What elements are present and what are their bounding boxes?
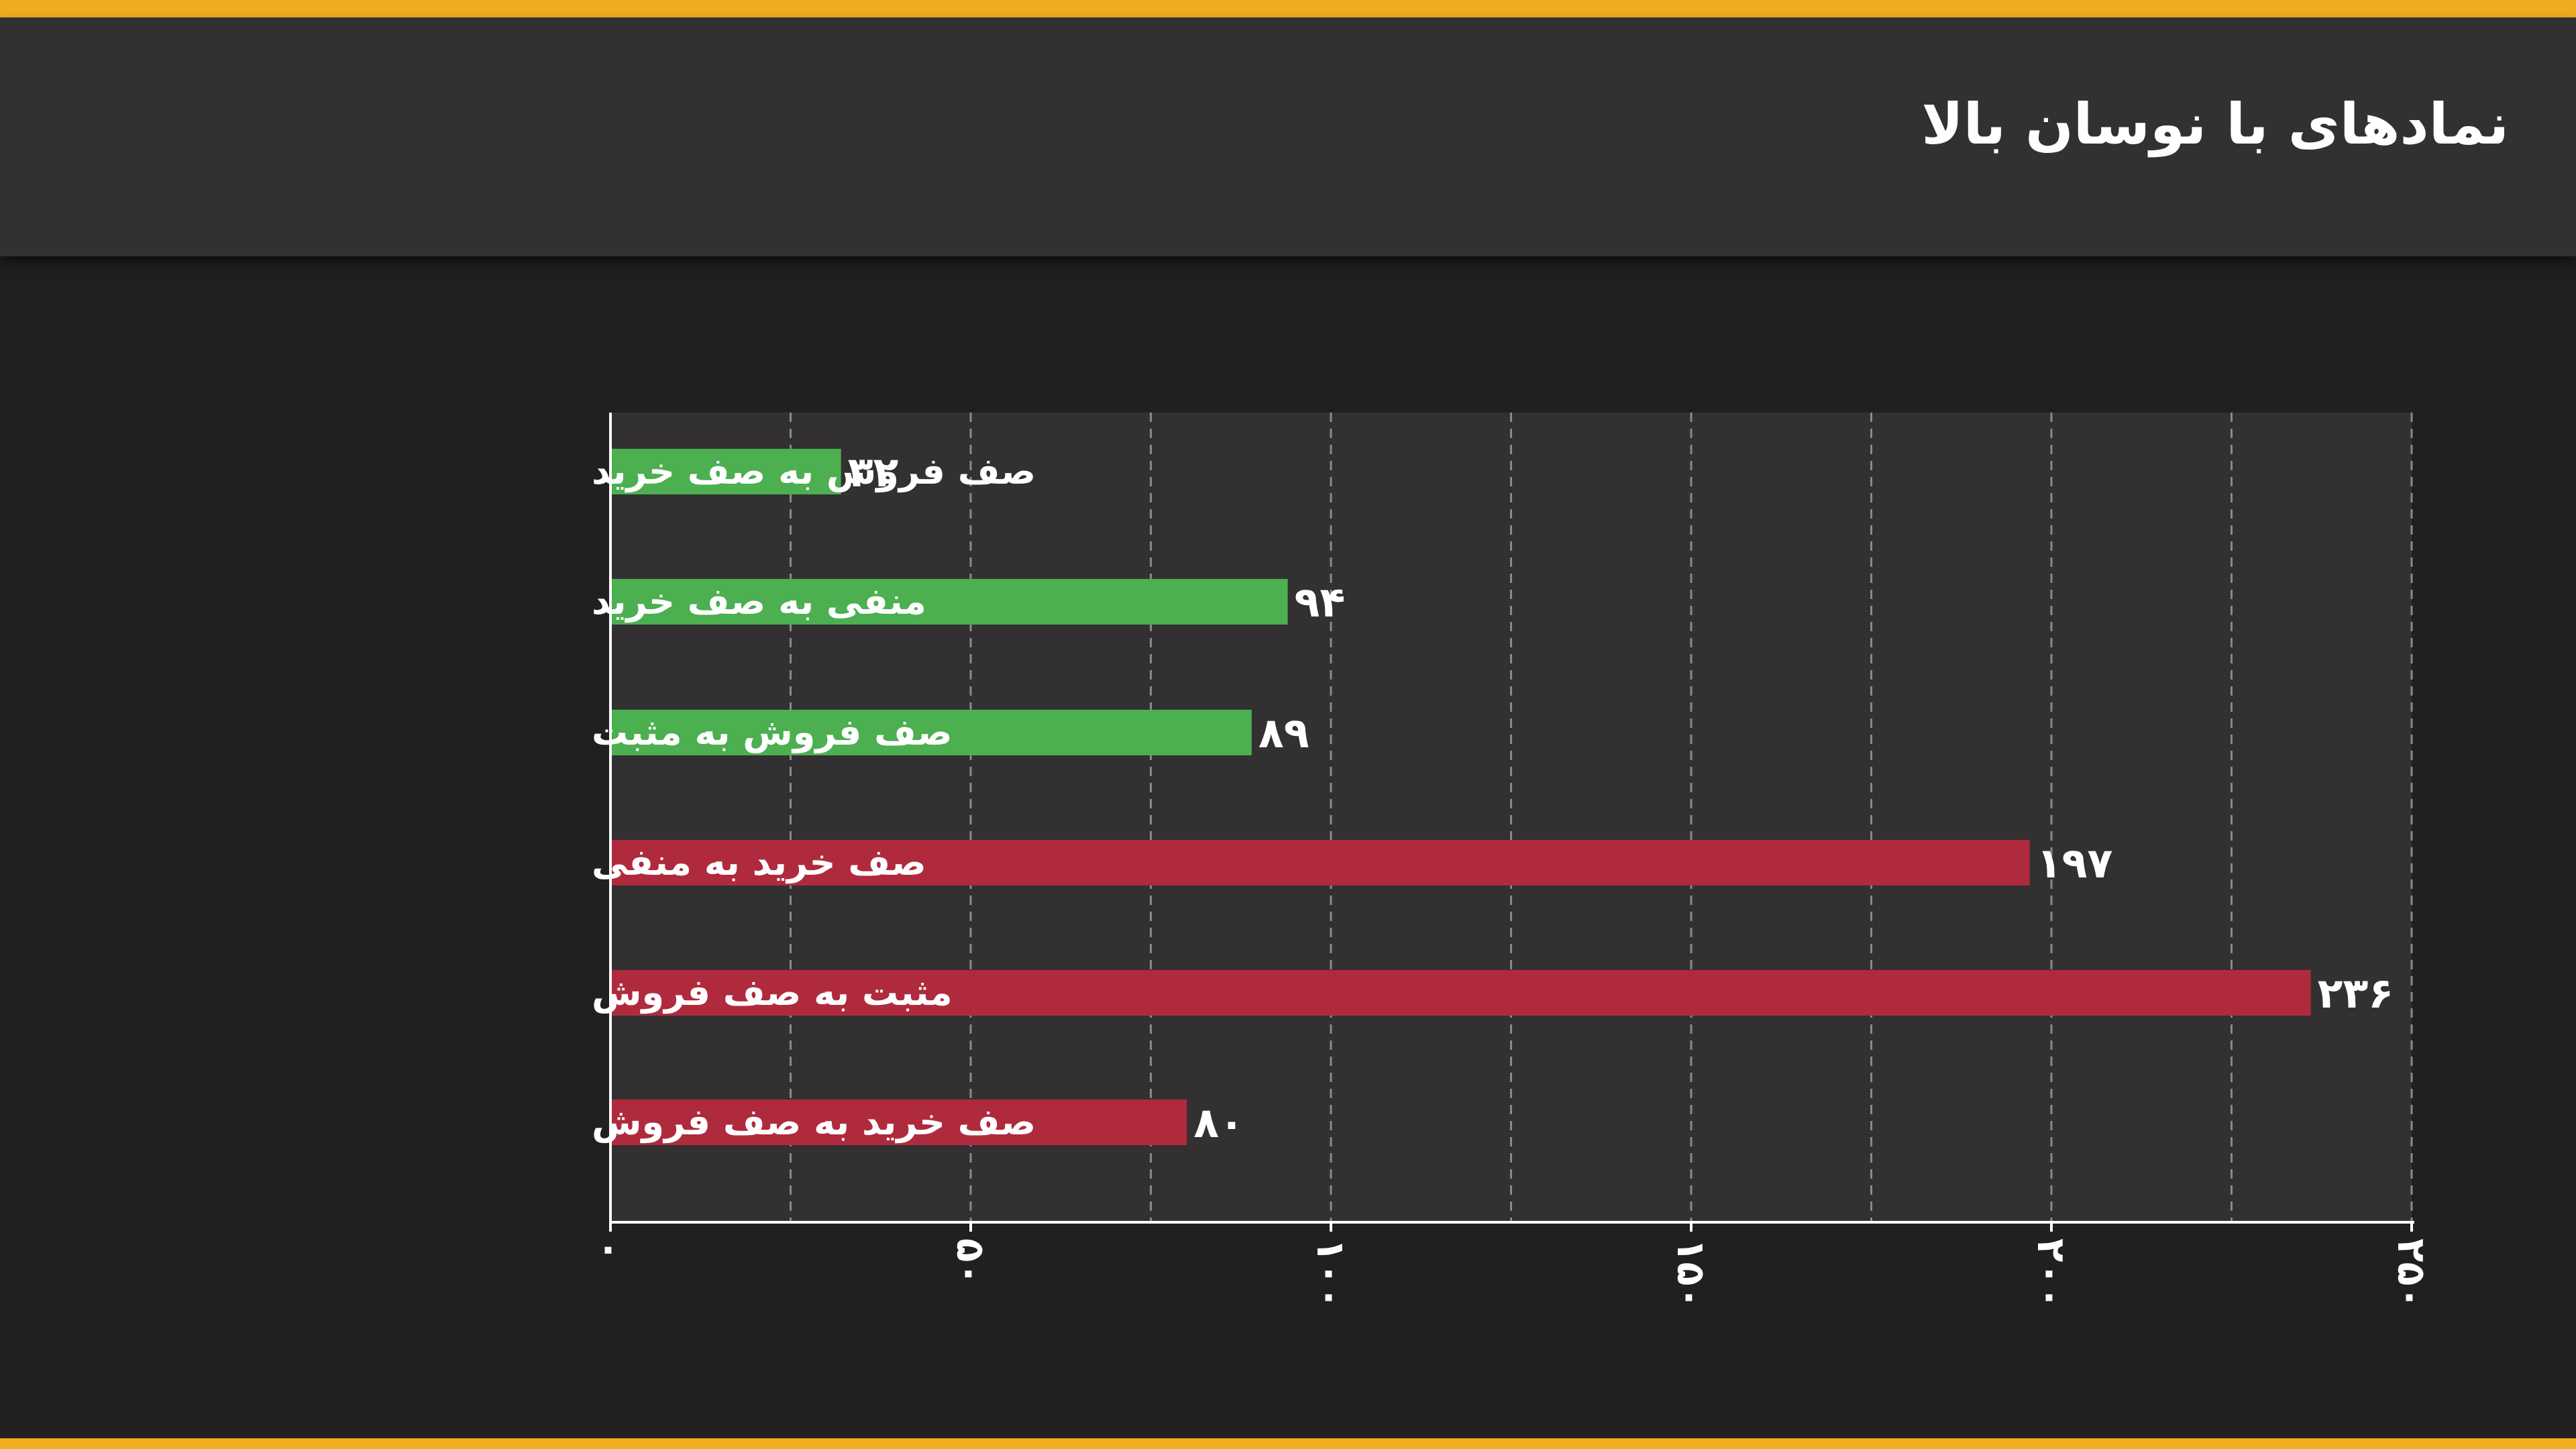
bar <box>610 970 2311 1016</box>
value-label: ۸۰ <box>1193 1098 1244 1147</box>
x-tick-label: ۵۰ <box>948 1238 994 1286</box>
value-label: ۱۹۷ <box>2037 839 2113 888</box>
category-label: منفی به صف خرید <box>592 580 926 623</box>
category-label: صف خرید به صف فروش <box>592 1101 1036 1143</box>
x-tick-label: ۱۵۰ <box>1668 1238 1714 1309</box>
bar <box>610 579 1288 625</box>
bar <box>610 449 841 494</box>
bars <box>610 449 2311 1145</box>
x-tick-label: ۰ <box>588 1238 633 1262</box>
x-tick-label: ۲۵۰ <box>2389 1238 2434 1309</box>
header-bar: نمادهای با نوسان بالا <box>0 17 2576 256</box>
bar <box>610 1099 1187 1145</box>
category-label: مثبت به صف فروش <box>592 971 953 1014</box>
value-label: ۹۴ <box>1295 578 1346 627</box>
bottom-accent-stripe <box>0 1438 2576 1449</box>
category-label: صف فروش به صف خرید <box>592 450 1036 492</box>
x-tick-label: ۲۰۰ <box>2029 1238 2074 1309</box>
category-label: صف خرید به منفی <box>592 841 926 883</box>
value-label: ۳۲ <box>848 447 899 496</box>
category-label: صف فروش به مثبت <box>592 711 953 753</box>
bar <box>610 840 2030 885</box>
top-accent-stripe <box>0 0 2576 17</box>
labels: صف فروش به صف خرید منفی به صف خرید صف فروش… <box>592 447 2394 1147</box>
chart-title: نمادهای با نوسان بالا <box>1921 91 2509 157</box>
bar <box>610 710 1252 755</box>
value-label: ۲۳۶ <box>2318 969 2394 1018</box>
value-label: ۸۹ <box>1258 708 1309 757</box>
gridlines <box>790 413 2413 1222</box>
axes: ۰ ۵۰ ۱۰۰ ۱۵۰ ۲۰۰ ۲۵۰ <box>588 413 2434 1309</box>
x-tick-label: ۱۰۰ <box>1308 1238 1354 1309</box>
